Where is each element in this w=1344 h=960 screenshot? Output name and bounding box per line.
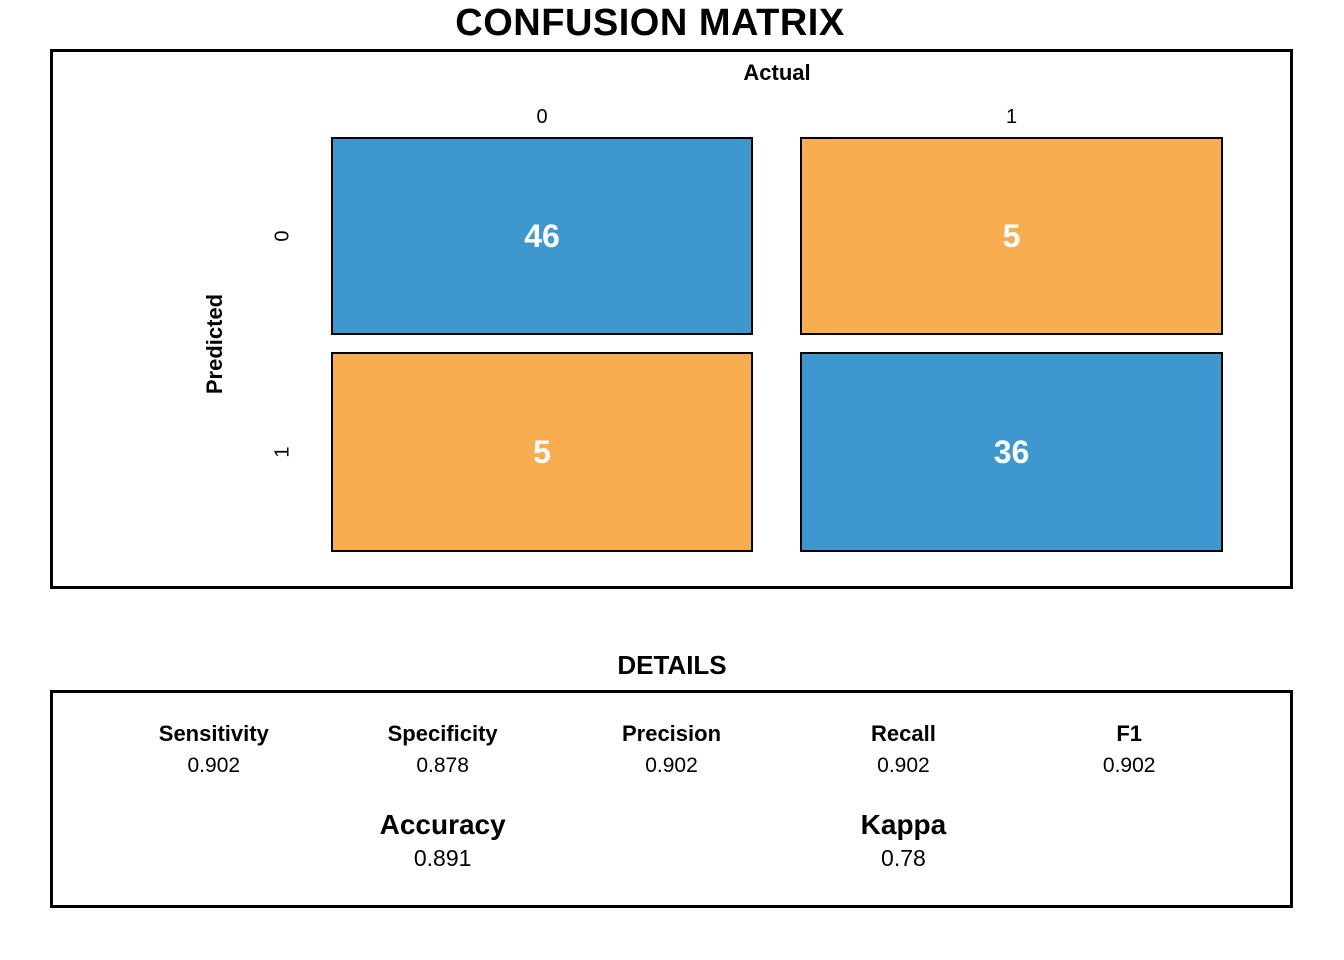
matrix-cell-pred1-actual1: 36 — [800, 352, 1223, 552]
matrix-panel: Actual 0 1 Predicted 0 1 46 5 5 36 — [50, 49, 1293, 589]
matrix-cell-pred0-actual1: 5 — [800, 137, 1223, 335]
stat-label: Recall — [871, 721, 936, 746]
predicted-axis-label: Predicted — [202, 293, 227, 395]
summary-label: Accuracy — [379, 809, 506, 840]
details-heading: DETAILS — [617, 650, 727, 680]
summary-value: 0.78 — [881, 845, 926, 871]
stat-f1: F1 0.902 — [1103, 721, 1156, 778]
stat-label: F1 — [1116, 721, 1143, 746]
stat-value: 0.902 — [187, 754, 241, 777]
column-label-0: 0 — [536, 106, 548, 128]
summary-label: Kappa — [860, 809, 947, 840]
stat-value: 0.902 — [877, 754, 930, 777]
stat-value: 0.902 — [1102, 754, 1156, 777]
stat-label: Precision — [621, 721, 722, 746]
summary-value: 0.891 — [413, 845, 472, 871]
cell-value: 5 — [533, 433, 551, 470]
stat-accuracy: Accuracy 0.891 — [380, 809, 506, 872]
stat-value: 0.902 — [645, 754, 698, 777]
stat-sensitivity: Sensitivity 0.902 — [159, 721, 269, 778]
stat-label: Sensitivity — [158, 721, 269, 746]
details-panel: Sensitivity 0.902 Specificity 0.878 Prec… — [50, 690, 1293, 908]
cell-value: 36 — [993, 433, 1030, 470]
stat-label: Specificity — [387, 721, 498, 746]
matrix-cell-pred1-actual0: 5 — [331, 352, 753, 552]
row-label-1: 1 — [271, 446, 294, 458]
stat-recall: Recall 0.902 — [871, 721, 936, 778]
stat-precision: Precision 0.902 — [622, 721, 721, 778]
stat-value: 0.878 — [416, 754, 469, 777]
page-title: CONFUSION MATRIX — [455, 2, 845, 44]
stat-specificity: Specificity 0.878 — [388, 721, 498, 778]
matrix-cell-pred0-actual0: 46 — [331, 137, 753, 335]
cell-value: 46 — [524, 217, 560, 254]
actual-axis-label: Actual — [743, 60, 811, 85]
cell-value: 5 — [1002, 217, 1021, 254]
row-label-0: 0 — [271, 230, 294, 242]
column-label-1: 1 — [1005, 106, 1018, 128]
stat-kappa: Kappa 0.78 — [861, 809, 947, 872]
